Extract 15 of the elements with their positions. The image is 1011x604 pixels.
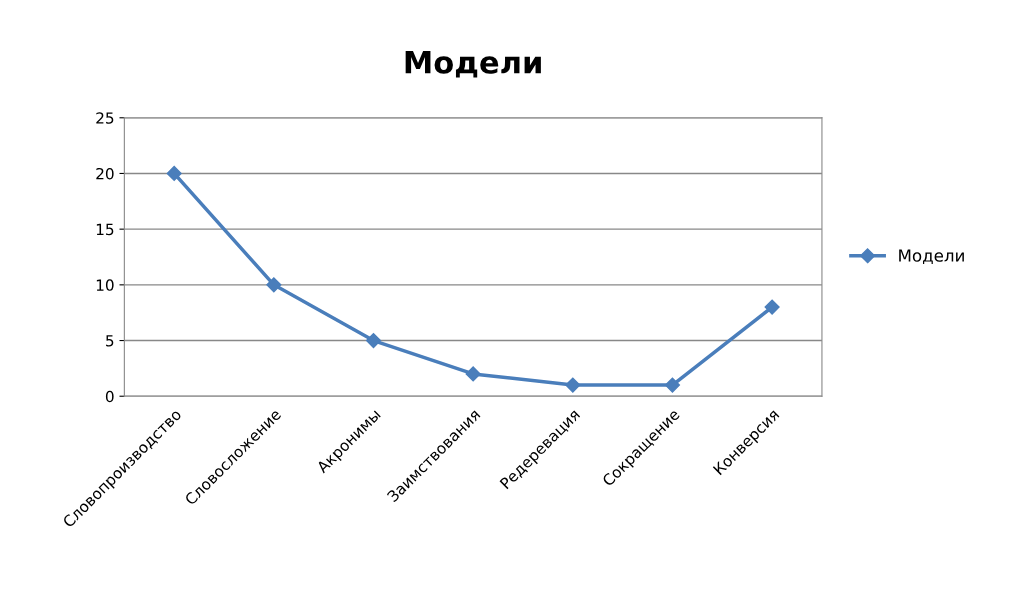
- chart-title: Модели: [405, 51, 541, 78]
- point: [266, 277, 282, 293]
- y-tick-label: 5: [106, 335, 114, 347]
- y-tick-label: 10: [96, 279, 114, 291]
- y-tick-label: 0: [105, 390, 114, 403]
- y-tick-label: 15: [96, 223, 114, 236]
- legend-label: Модели: [899, 249, 964, 264]
- y-tick-label: 20: [96, 167, 114, 180]
- point: [166, 165, 182, 182]
- point: [565, 377, 581, 393]
- point: [365, 332, 382, 349]
- y-tick-label: 25: [96, 112, 114, 124]
- point: [465, 366, 481, 382]
- point: [664, 377, 681, 393]
- point: [764, 299, 780, 315]
